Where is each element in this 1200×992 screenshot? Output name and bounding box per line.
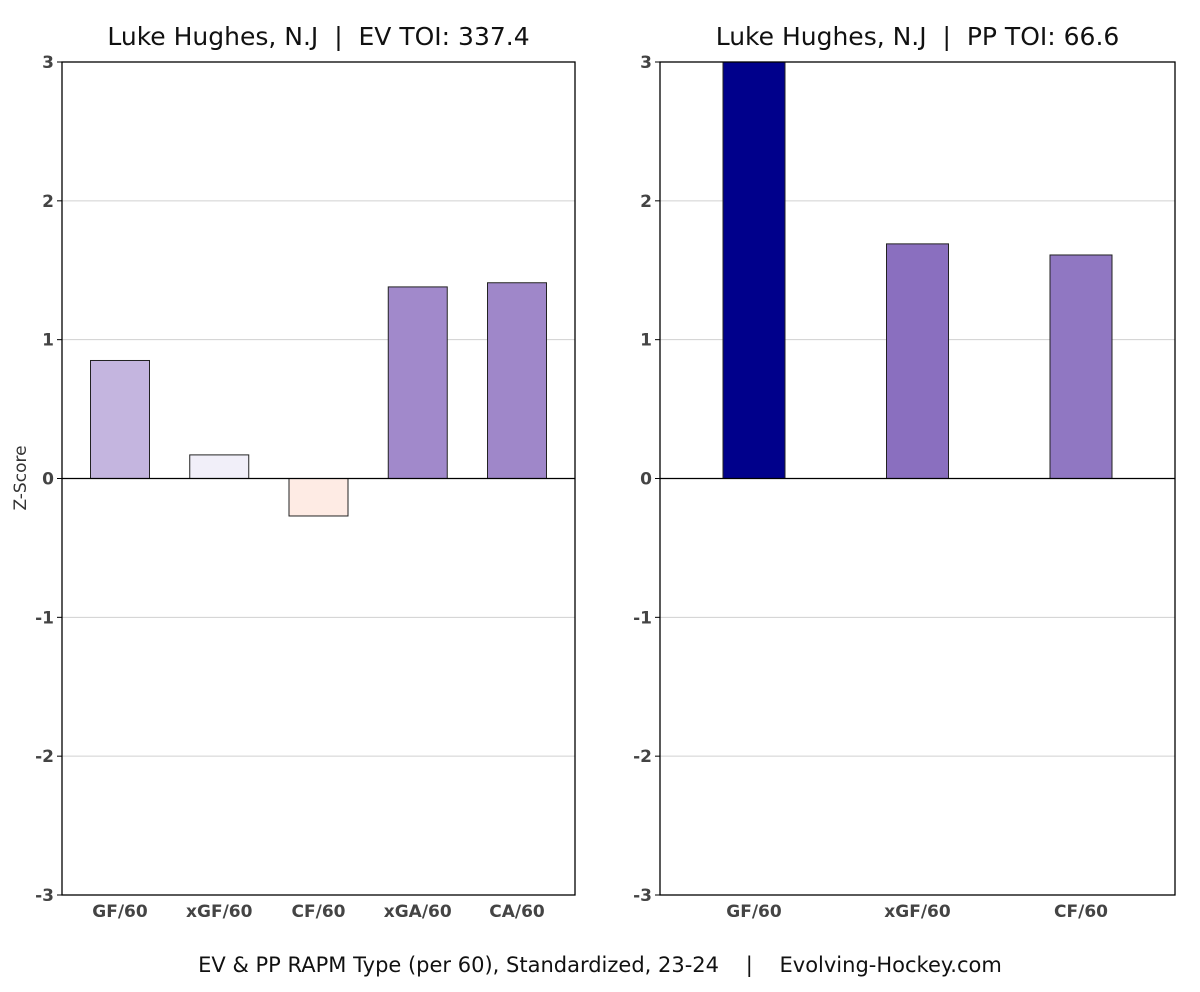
- plot-frame: [659, 61, 1176, 896]
- bar-cf-60: [288, 478, 349, 517]
- y-tick-label: 1: [640, 331, 652, 351]
- y-tick-label: 0: [42, 470, 54, 490]
- x-tick-label: GF/60: [726, 902, 782, 922]
- panel-title: Luke Hughes, N.J | EV TOI: 337.4: [107, 22, 529, 51]
- y-tick-label: -1: [633, 608, 652, 628]
- panel-title: Luke Hughes, N.J | PP TOI: 66.6: [716, 22, 1120, 51]
- y-tick-label: 2: [42, 192, 54, 212]
- bar-xgf-60: [189, 454, 250, 480]
- x-tick-label: GF/60: [92, 902, 148, 922]
- figure-caption: EV & PP RAPM Type (per 60), Standardized…: [198, 953, 1002, 978]
- panel-1: 3 2 1 0 -1 -2 -3 GF/60 xGF/60 CF/60 xGA/60 CA/60 Luk…: [11, 22, 576, 922]
- y-tick-label: 2: [640, 192, 652, 212]
- plot-frame: [61, 61, 576, 896]
- panel-2: 3 2 1 0 -1 -2 -3 GF/60 xGF/60 CF/60 Luke Hughes, N…: [633, 22, 1176, 922]
- y-tick-label: -3: [633, 886, 652, 906]
- y-tick-label: -2: [633, 747, 652, 767]
- bar-xga-60: [387, 286, 448, 479]
- x-tick-label: xGA/60: [384, 902, 452, 922]
- x-tick-label: CF/60: [292, 902, 346, 922]
- bar-xgf-60: [886, 243, 949, 479]
- x-tick-label: xGF/60: [186, 902, 253, 922]
- y-tick-label: 3: [42, 53, 54, 73]
- y-tick-label: -1: [35, 608, 54, 628]
- y-tick-label: 0: [640, 470, 652, 490]
- y-tick-label: -2: [35, 747, 54, 767]
- bar-gf-60: [90, 359, 150, 479]
- y-tick-label: -3: [35, 886, 54, 906]
- x-tick-label: CA/60: [489, 902, 545, 922]
- y-tick-label: 1: [42, 331, 54, 351]
- bar-cf-60: [1049, 254, 1113, 479]
- x-tick-label: CF/60: [1054, 902, 1108, 922]
- bar-gf-60: [722, 61, 786, 479]
- y-axis-label: Z-Score: [11, 445, 31, 510]
- y-tick-label: 3: [640, 53, 652, 73]
- x-tick-label: xGF/60: [884, 902, 951, 922]
- bar-ca-60: [487, 282, 547, 479]
